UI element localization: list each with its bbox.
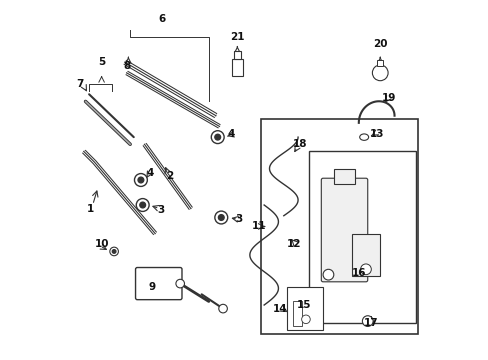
Circle shape [214,134,220,140]
Circle shape [110,247,118,256]
Text: 14: 14 [272,303,287,314]
Text: 15: 15 [296,300,311,310]
Bar [377,60,382,66]
Text: 3: 3 [157,205,164,215]
Circle shape [140,202,145,208]
Circle shape [323,269,333,280]
Circle shape [362,316,372,327]
Text: 8: 8 [123,61,130,71]
Circle shape [176,279,184,288]
Text: 16: 16 [351,268,366,278]
Bar [351,234,380,276]
Text: 9: 9 [148,282,155,292]
Circle shape [301,315,309,324]
Ellipse shape [359,134,368,140]
FancyBboxPatch shape [321,178,367,282]
Text: 20: 20 [372,39,386,49]
Bar [308,152,415,323]
Bar [231,59,242,76]
Text: 17: 17 [363,318,378,328]
Bar [233,51,241,59]
Circle shape [218,304,227,313]
Circle shape [360,264,370,275]
Text: 11: 11 [251,221,265,231]
Circle shape [112,249,116,253]
Bar [292,301,301,327]
Text: 21: 21 [230,32,244,42]
Text: 10: 10 [94,239,109,249]
Bar [287,287,323,330]
Text: 2: 2 [165,171,173,181]
Text: 3: 3 [235,214,242,224]
Text: 4: 4 [227,129,234,139]
Text: 12: 12 [286,239,301,249]
Text: 19: 19 [381,93,396,103]
Text: 13: 13 [368,129,383,139]
Bar [333,169,354,184]
Text: 6: 6 [159,14,165,24]
Text: 7: 7 [76,78,84,89]
Text: 5: 5 [98,57,105,67]
Circle shape [372,65,387,81]
Circle shape [138,177,143,183]
Text: 1: 1 [87,203,94,213]
Text: 4: 4 [146,168,153,178]
Text: 18: 18 [292,139,306,149]
Bar [260,119,417,334]
FancyBboxPatch shape [135,267,182,300]
Circle shape [218,215,224,220]
